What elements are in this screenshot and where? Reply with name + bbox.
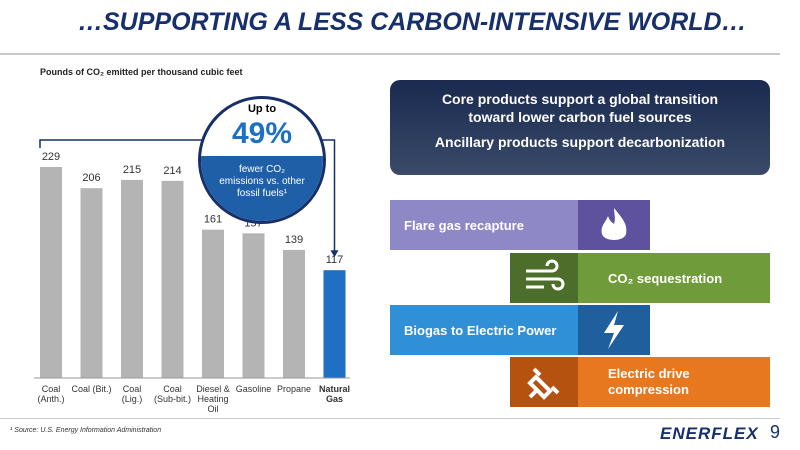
value-label: 229: [42, 151, 60, 163]
callout-text: fewer CO₂ emissions vs. other fossil fue…: [201, 156, 323, 221]
flame-icon: [578, 200, 650, 250]
x-tick-label: Coal (Anth.): [37, 384, 65, 404]
bar: [323, 270, 346, 378]
tile: Biogas to Electric Power: [390, 305, 578, 355]
tile: Electric drive compression: [578, 357, 770, 407]
value-label: 206: [82, 172, 100, 184]
core-box: Core products support a global transitio…: [390, 80, 770, 175]
arrow-head: [330, 250, 339, 258]
x-tick-label: Propane: [276, 384, 312, 394]
bar: [80, 188, 103, 378]
tile: Flare gas recapture: [390, 200, 578, 250]
logo: ENERFLEX: [660, 424, 759, 443]
bar: [161, 180, 184, 378]
title-rule: [0, 53, 780, 55]
bar: [283, 249, 305, 378]
core-text: Ancillary products support decarbonizati…: [434, 134, 726, 150]
x-tick-label: Coal (Bit.): [71, 384, 112, 394]
callout-top: Up to: [247, 103, 277, 115]
value-label: 214: [163, 165, 181, 177]
x-tick-label: Gasoline: [235, 384, 272, 394]
page-number: 9: [770, 422, 781, 442]
x-tick-label: Natural Gas: [318, 384, 350, 404]
callout: Up to 49% fewer CO₂ emissions vs. other …: [198, 96, 326, 224]
bar: [121, 179, 143, 378]
core-text: Core products support a global transitio…: [441, 91, 719, 125]
value-label: 139: [285, 234, 303, 246]
bar: [40, 167, 62, 378]
chart: 229206215214161157139117: [34, 139, 350, 379]
x-tick-label: Diesel & Heating Oil: [196, 384, 230, 414]
callout-value: 49%: [231, 117, 293, 150]
plug-icon: [510, 357, 578, 407]
slide-title: …SUPPORTING A LESS CARBON-INTENSIVE WORL…: [78, 8, 747, 36]
bar: [242, 233, 265, 378]
wind-icon: [510, 253, 578, 303]
bar: [202, 229, 224, 378]
footer-rule: [0, 418, 780, 419]
x-tick-label: Coal (Lig.): [121, 384, 143, 404]
value-label: 117: [326, 254, 344, 266]
tile: CO₂ sequestration: [578, 253, 770, 303]
bolt-icon: [578, 305, 650, 355]
chart-title: Pounds of CO₂ emitted per thousand cubic…: [40, 67, 243, 77]
footnote: ¹ Source: U.S. Energy Information Admini…: [10, 427, 162, 434]
bracket-arrow: [39, 139, 336, 253]
value-label: 215: [123, 164, 141, 176]
x-tick-label: Coal (Sub-bit.): [153, 384, 191, 404]
